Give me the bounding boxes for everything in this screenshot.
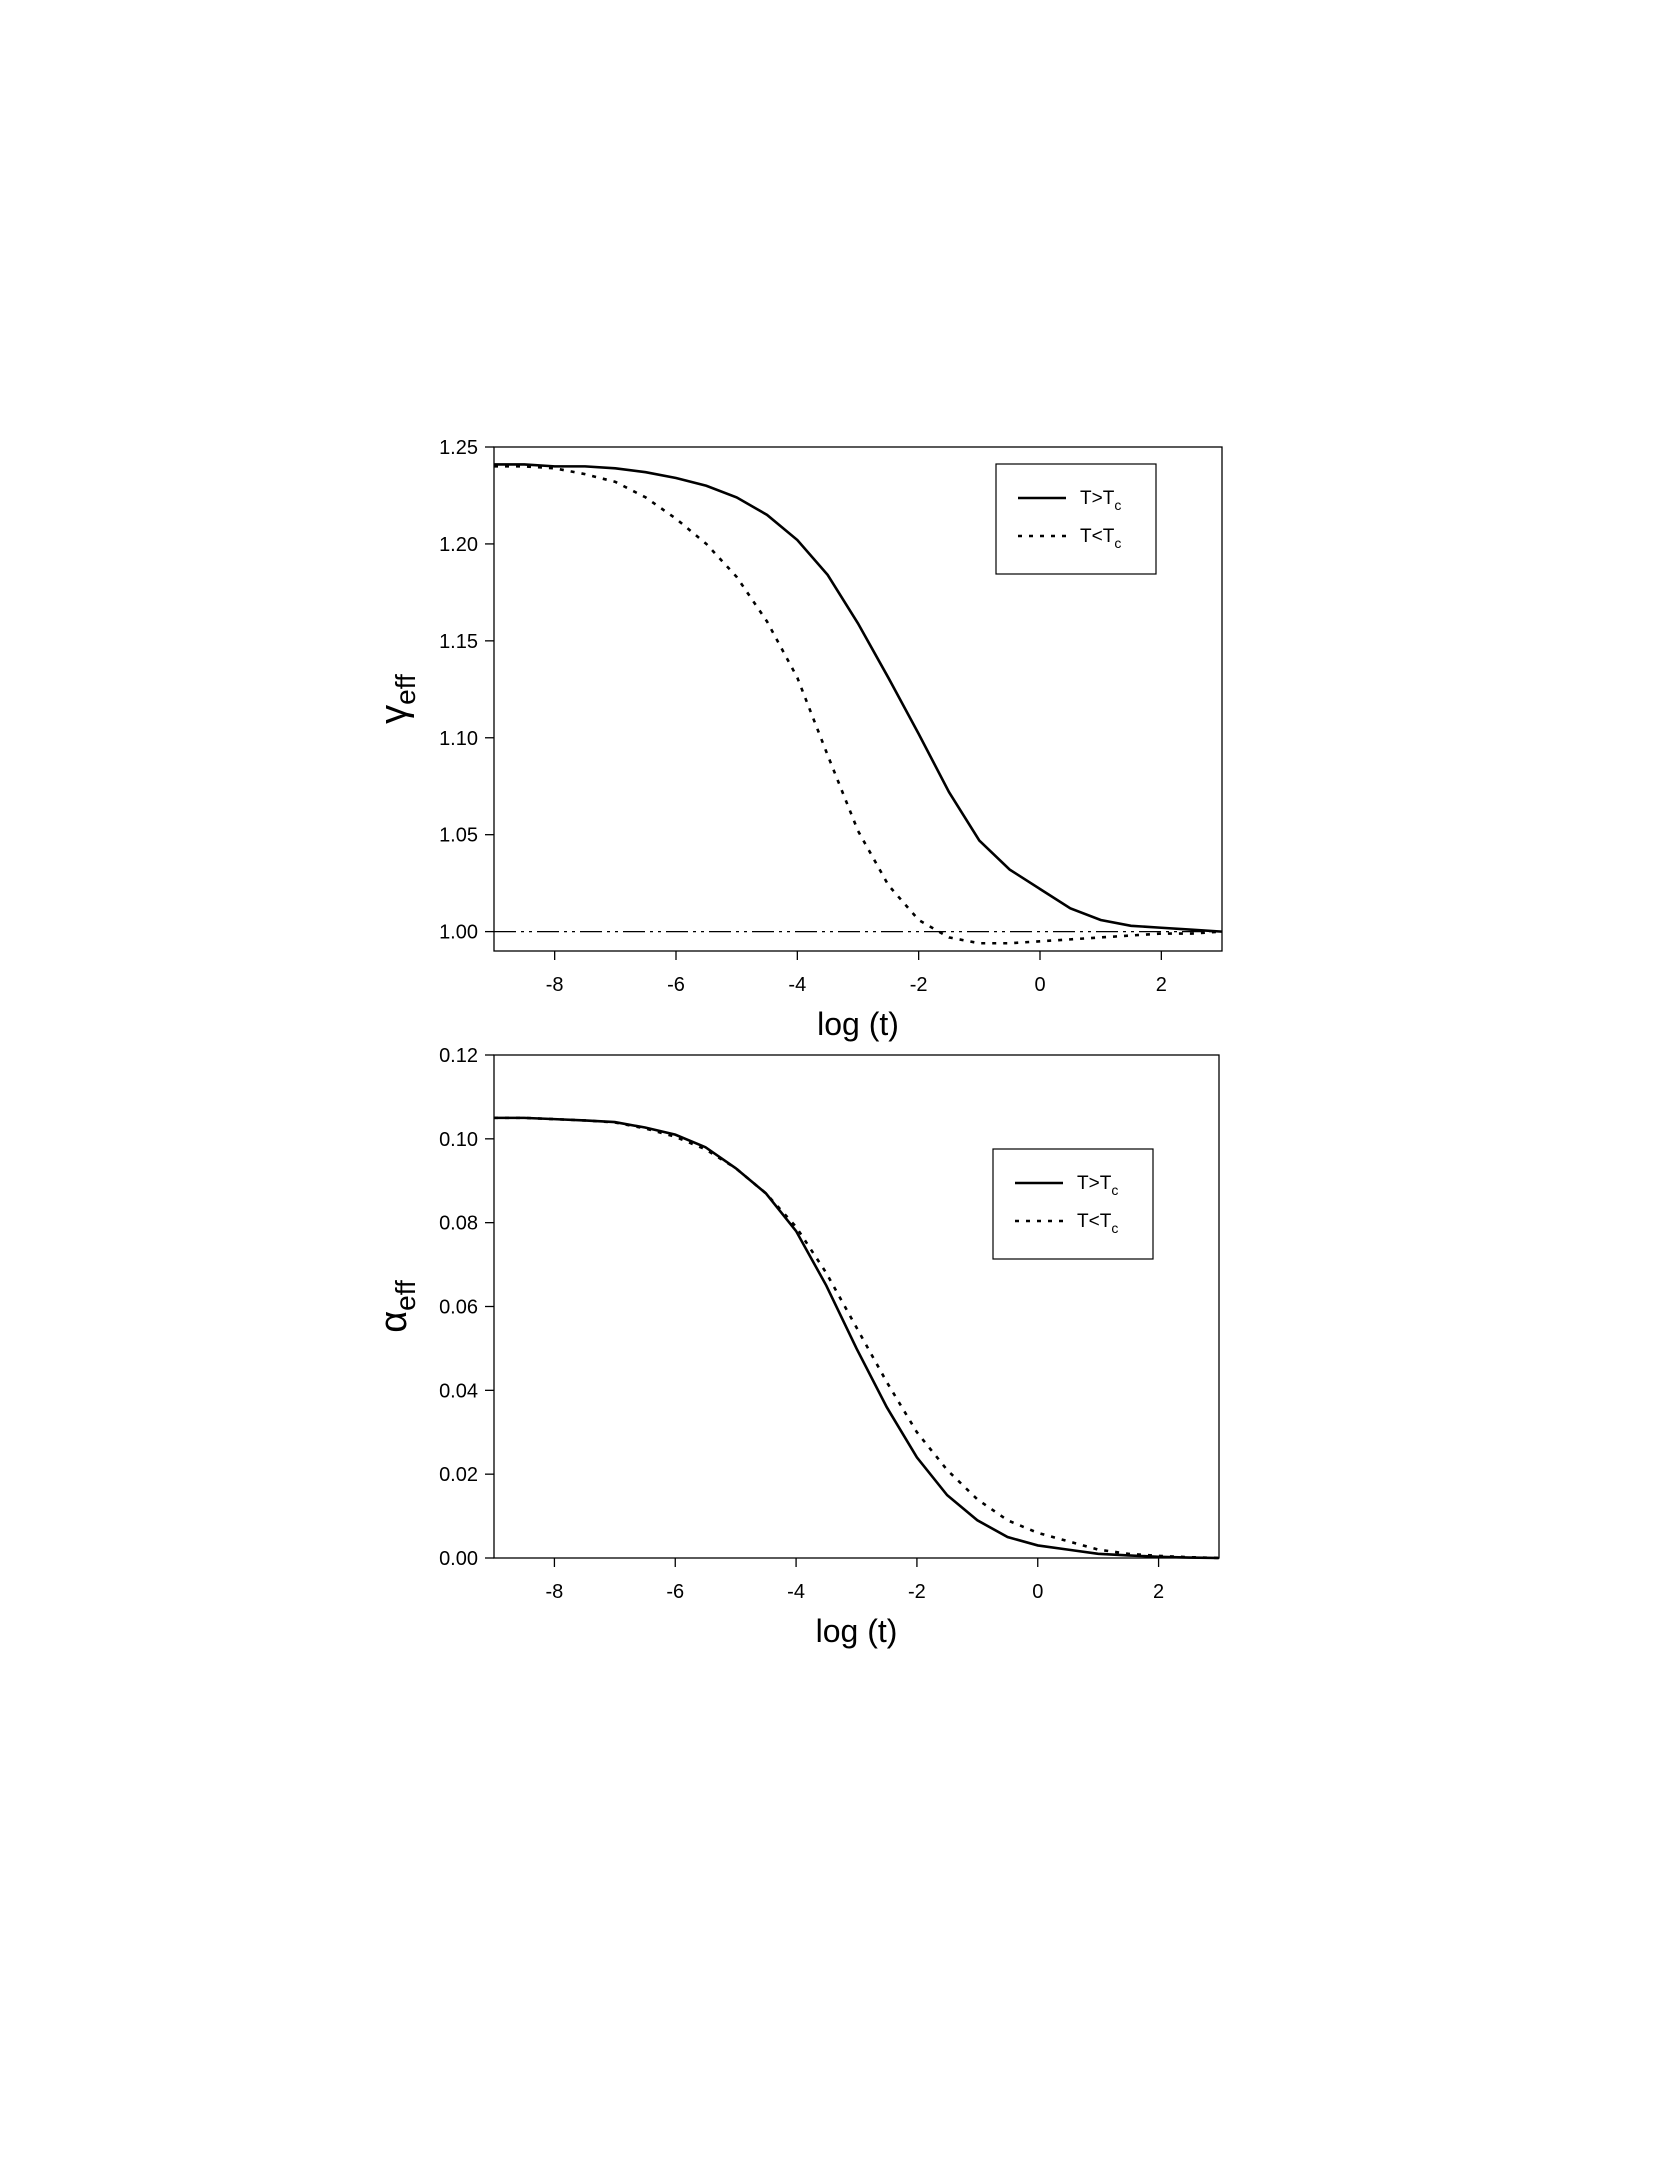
legend-label: T>Tc [1080, 488, 1121, 513]
x-tick-label: -8 [546, 1581, 564, 1603]
y-tick-label: 0.06 [439, 1297, 478, 1319]
y-tick-label: 1.15 [439, 631, 478, 653]
data-line [494, 465, 1223, 945]
legend-label: T>Tc [1077, 1173, 1118, 1198]
x-tick-label: -2 [910, 974, 928, 996]
y-axis-title: γeff [373, 674, 421, 724]
legend-label: T<Tc [1077, 1211, 1118, 1236]
y-tick-label: 1.20 [439, 534, 478, 556]
y-tick-label: 0.08 [439, 1213, 478, 1235]
x-tick-label: 2 [1156, 974, 1167, 996]
legend-box [995, 463, 1157, 575]
plot-frame [493, 446, 1223, 952]
x-tick-label: -4 [787, 1581, 805, 1603]
x-tick-label: 0 [1032, 1581, 1043, 1603]
x-tick-label: -6 [666, 1581, 684, 1603]
legend-label: T<Tc [1080, 526, 1121, 551]
y-axis-title: αeff [373, 1280, 421, 1333]
x-tick-label: -8 [546, 974, 564, 996]
x-axis-title: log (t) [816, 1613, 898, 1649]
y-tick-label: 0.12 [439, 1045, 478, 1067]
y-tick-label: 1.25 [439, 437, 478, 459]
plot: -8 -6 -4 -2 0 2 0.00 0.02 0.04 0.06 0.08 0.10 0.12 lo… [373, 1045, 1220, 1649]
legend-box [992, 1148, 1154, 1260]
y-tick-label: 1.05 [439, 825, 478, 847]
x-tick-label: -6 [667, 974, 685, 996]
y-tick-label: 0.10 [439, 1129, 478, 1151]
legend: T>Tc T<Tc [992, 1148, 1154, 1260]
plot-frame [493, 1054, 1220, 1559]
legend: T>Tc T<Tc [995, 463, 1157, 575]
x-tick-label: 0 [1034, 974, 1045, 996]
data-line [494, 1116, 1220, 1560]
y-tick-label: 0.04 [439, 1380, 478, 1402]
y-tick-label: 0.00 [439, 1548, 478, 1570]
x-tick-label: -2 [908, 1581, 926, 1603]
x-tick-label: 2 [1153, 1581, 1164, 1603]
data-line [494, 463, 1223, 933]
y-tick-label: 1.00 [439, 922, 478, 944]
y-tick-label: 1.10 [439, 728, 478, 750]
y-tick-label: 0.02 [439, 1464, 478, 1486]
x-axis-title: log (t) [817, 1006, 899, 1042]
plot: -8 -6 -4 -2 0 2 1.00 1.05 1.10 1.15 1.20 1.25 log (t… [373, 437, 1223, 1042]
x-tick-label: -4 [788, 974, 806, 996]
data-line [494, 1116, 1220, 1560]
